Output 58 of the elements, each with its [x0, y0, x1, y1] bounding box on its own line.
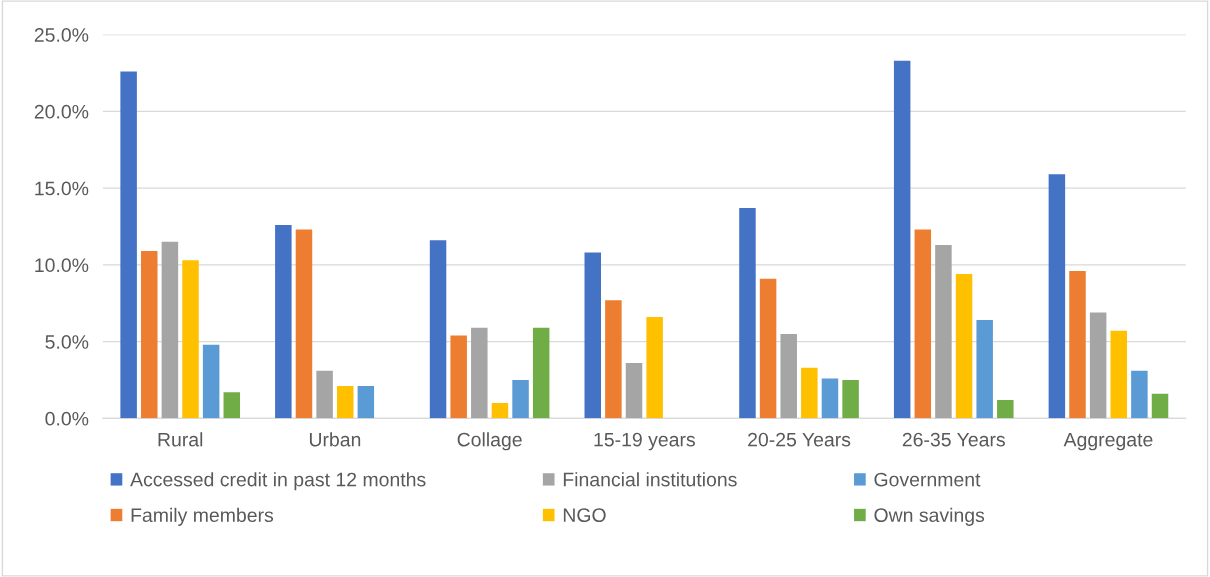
legend-label: NGO [563, 508, 606, 523]
bar [605, 300, 622, 419]
bar [1151, 393, 1169, 419]
x-tick-label: Collage [457, 432, 522, 451]
bar [512, 379, 529, 419]
bar [202, 344, 220, 419]
y-tick-label: 20.0% [34, 104, 89, 119]
y-tick-label: 0.0% [45, 411, 89, 426]
bar [491, 402, 509, 419]
bar [739, 208, 756, 419]
y-tick-label: 10.0% [35, 258, 89, 273]
bar [223, 392, 241, 419]
bar [625, 363, 643, 419]
legend-label: Accessed credit in past 12 months [130, 472, 426, 491]
y-tick-label: 5.0% [45, 335, 89, 349]
bar [976, 320, 993, 419]
bar [316, 370, 333, 419]
bar [450, 335, 467, 419]
bar [1048, 174, 1066, 419]
bar [275, 224, 292, 419]
legend-label: Own savings [874, 507, 985, 526]
bar [182, 260, 199, 419]
bar [935, 244, 952, 419]
bar [357, 386, 375, 419]
y-tick-label: 25.0% [34, 28, 89, 42]
bar [429, 240, 447, 419]
bar [1131, 370, 1148, 419]
bar [821, 378, 839, 419]
x-tick-label: 15-19 years [594, 432, 695, 451]
x-tick-label: 20-25 Years [748, 432, 851, 447]
bar [914, 229, 932, 419]
bar [161, 241, 179, 419]
bar [141, 251, 158, 419]
bar [955, 274, 973, 419]
x-tick-label: Rural [158, 432, 203, 447]
legend-label: Financial institutions [563, 472, 737, 487]
bar [295, 229, 313, 419]
bar [471, 327, 488, 419]
x-tick-label: Urban [309, 432, 361, 447]
legend-label: Family members [131, 507, 274, 526]
bar [584, 252, 602, 419]
bar [120, 71, 137, 419]
x-tick-label: 26-35 Years [902, 432, 1005, 447]
y-tick-label: 15.0% [35, 181, 89, 196]
bar [532, 327, 550, 419]
bar [1110, 330, 1128, 419]
bar [1089, 312, 1107, 419]
bar [842, 379, 859, 419]
x-tick-label: Aggregate [1063, 432, 1153, 451]
bar [801, 367, 818, 419]
bar [997, 399, 1014, 419]
bar [759, 278, 777, 419]
bar [646, 317, 663, 419]
bar [780, 333, 797, 419]
bar [336, 386, 354, 419]
bar [893, 60, 911, 419]
bar [1069, 270, 1086, 419]
legend-label: Government [874, 472, 981, 487]
